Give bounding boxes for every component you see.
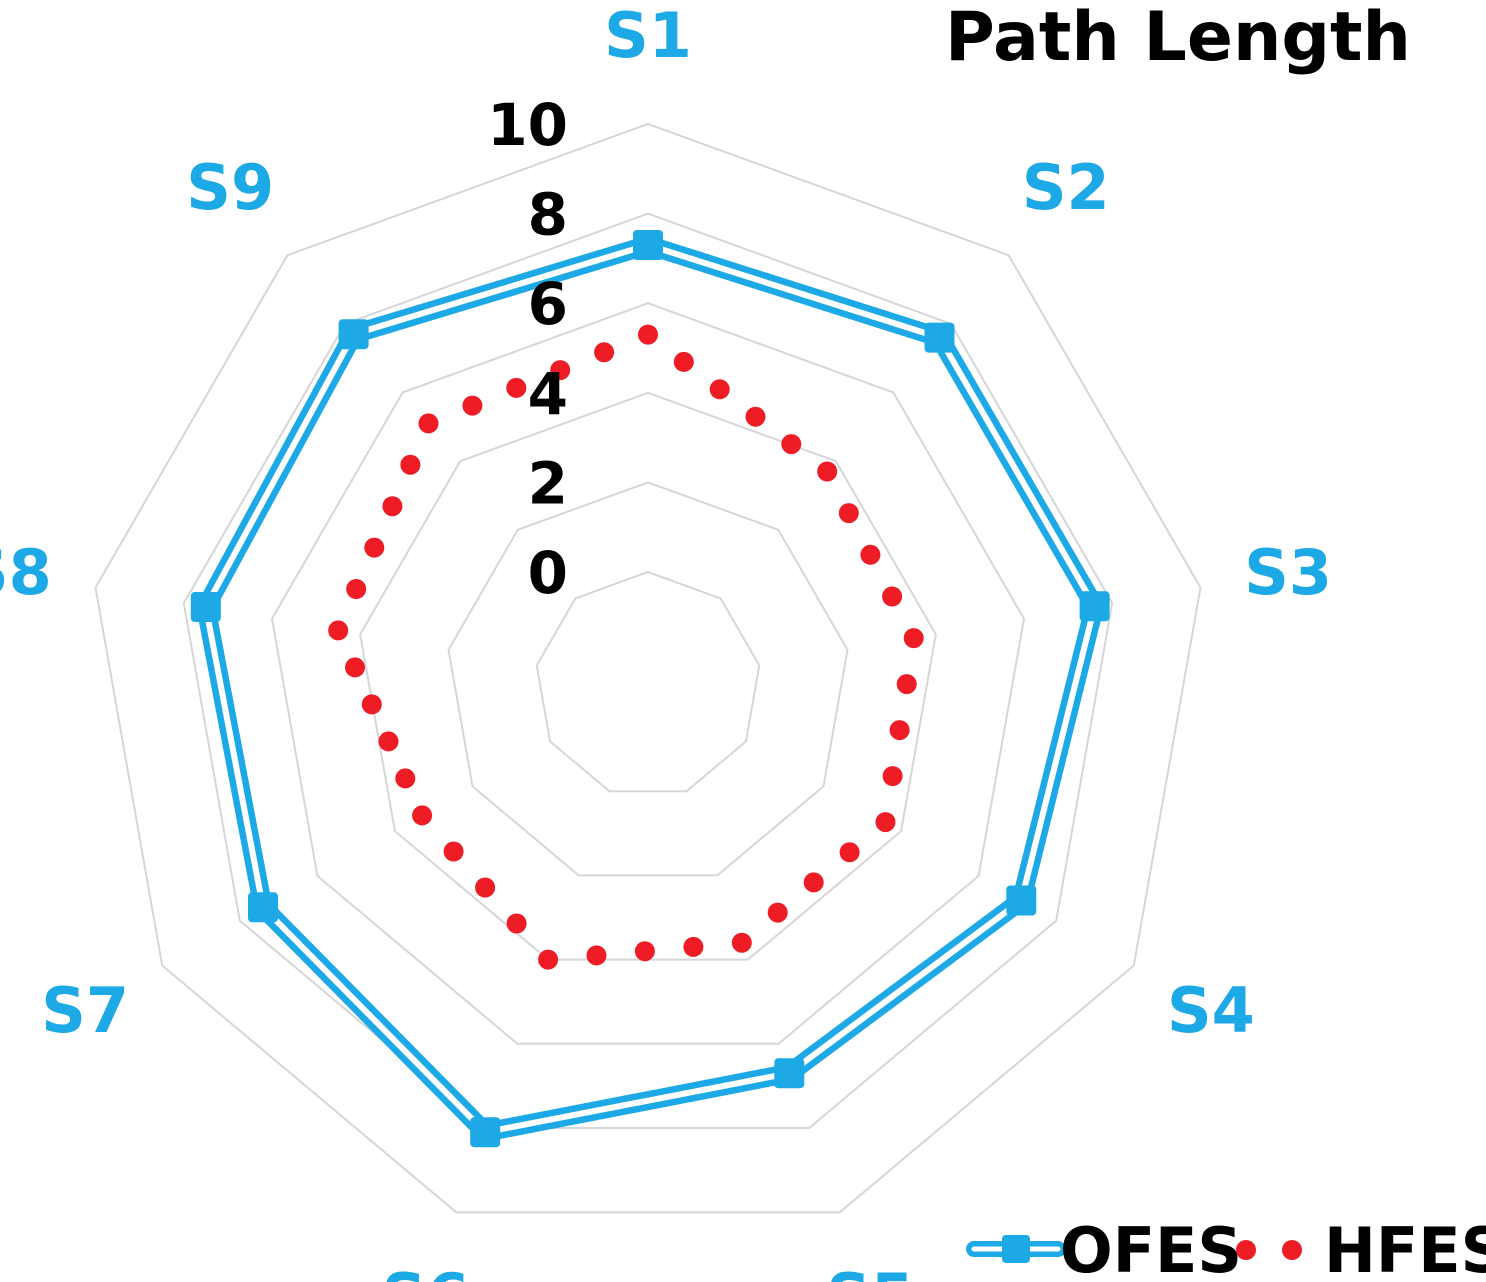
ofes-marker-s8: [190, 592, 221, 622]
ofes-line-inner: [202, 241, 1098, 1136]
hfes-dot: [506, 913, 527, 934]
hfes-dot: [767, 902, 788, 923]
hfes-dot: [412, 805, 433, 826]
hfes-dot: [838, 503, 859, 524]
series-ofes: [190, 230, 1110, 1148]
axis-label-s3: S3: [1244, 536, 1332, 609]
axis-label-s2: S2: [1022, 151, 1110, 224]
hfes-dot: [889, 720, 910, 741]
series-plot-area: [190, 230, 1110, 1148]
hfes-dot: [839, 842, 860, 863]
hfes-dot: [506, 377, 527, 398]
tick-labels: 0 2 4 6 8 10: [487, 91, 568, 607]
hfes-dot: [594, 342, 615, 363]
ofes-marker-s6: [470, 1117, 501, 1148]
hfes-dot: [395, 768, 416, 789]
ofes-marker-s1: [633, 230, 663, 260]
hfes-dot: [875, 812, 896, 833]
hfes-dot: [817, 461, 838, 482]
hfes-dot: [418, 413, 439, 434]
grid-ring-8: [182, 212, 1114, 1129]
legend-item-hfes: HFES: [1236, 1214, 1486, 1282]
legend-ofes-label: OFES: [1060, 1214, 1242, 1282]
grid-ring-10: [94, 122, 1202, 1214]
tick-label-8: 8: [528, 181, 568, 249]
hfes-dot: [538, 949, 559, 970]
hfes-dot: [673, 351, 694, 372]
grid-ring-6: [270, 302, 1026, 1045]
axis-category-labels: S1 S2 S3 S4 S5 S6 S7 S8 S9: [0, 0, 1332, 1282]
legend-item-ofes: OFES: [966, 1214, 1242, 1282]
ofes-marker-s9: [338, 319, 369, 350]
tick-label-2: 2: [528, 449, 568, 517]
tick-label-6: 6: [528, 270, 568, 338]
hfes-dot: [803, 872, 824, 893]
hfes-dot: [586, 945, 607, 966]
ofes-marker-s4: [1006, 885, 1037, 916]
hfes-dot: [634, 941, 655, 962]
hfes-dot: [550, 360, 571, 381]
hfes-dot: [361, 694, 382, 715]
hfes-dot: [443, 841, 464, 862]
grid-ring-2: [447, 481, 849, 877]
hfes-dot: [364, 537, 385, 558]
hfes-dot: [328, 620, 349, 641]
ofes-marker-s3: [1079, 591, 1110, 622]
axis-label-s7: S7: [41, 974, 129, 1047]
hfes-dot: [882, 586, 903, 607]
ofes-marker-s2: [924, 322, 955, 353]
tick-label-0: 0: [528, 539, 568, 607]
hfes-dot: [882, 766, 903, 787]
series-hfes: [328, 324, 924, 970]
hfes-dot: [860, 544, 881, 565]
hfes-dot: [382, 496, 403, 517]
hfes-dot: [745, 406, 766, 427]
tick-label-10: 10: [487, 91, 568, 159]
legend-ofes-marker: [1002, 1235, 1030, 1263]
legend-hfes-dot: [1282, 1240, 1302, 1260]
axis-label-s9: S9: [186, 151, 274, 224]
hfes-dot: [709, 379, 730, 400]
axis-label-s1: S1: [604, 0, 692, 72]
hfes-dot: [346, 579, 367, 599]
axis-label-s6: S6: [382, 1260, 470, 1282]
axis-label-s5: S5: [826, 1260, 914, 1282]
hfes-dot: [731, 932, 752, 953]
chart-title: Path Length: [945, 0, 1411, 77]
hfes-dot: [903, 628, 924, 649]
hfes-dot: [638, 324, 658, 345]
hfes-dot: [462, 395, 483, 416]
legend-hfes-label: HFES: [1324, 1214, 1486, 1282]
hfes-dot: [781, 434, 802, 455]
hfes-dot: [475, 877, 496, 898]
axis-label-s8: S8: [0, 536, 52, 609]
hfes-dot: [896, 674, 917, 695]
hfes-dot: [345, 657, 365, 678]
legend-hfes-dot: [1236, 1240, 1256, 1260]
hfes-dot: [378, 731, 399, 752]
hfes-dot: [683, 936, 704, 957]
tick-label-4: 4: [528, 360, 568, 428]
hfes-dot: [400, 454, 421, 475]
legend: OFES HFES: [966, 1214, 1486, 1282]
ofes-marker-s5: [774, 1058, 805, 1089]
axis-label-s4: S4: [1167, 974, 1255, 1047]
grid-ring-0: [535, 570, 761, 793]
ofes-marker-s7: [248, 892, 278, 923]
